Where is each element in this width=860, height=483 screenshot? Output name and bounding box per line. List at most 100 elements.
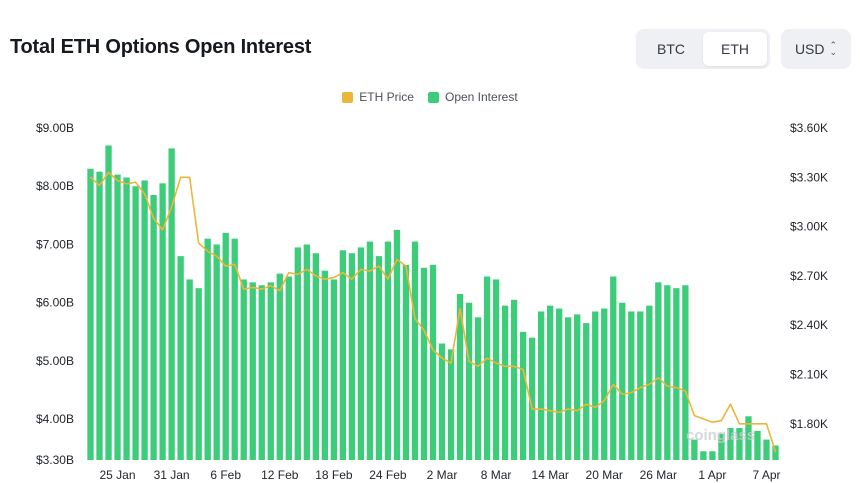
open-interest-bar [682,285,689,460]
open-interest-bar [763,439,770,460]
currency-label: USD [794,41,825,57]
right-axis-tick-label: $2.40K [790,318,828,332]
right-axis-tick-label: $3.00K [790,220,828,234]
open-interest-bar [772,445,779,460]
x-axis-tick-label: 25 Jan [99,468,135,482]
eth-price-line [89,171,777,453]
right-axis: $1.80K $2.10K $2.40K $2.70K $3.00K $3.30K $3.6… [790,121,828,431]
open-interest-bar [249,282,256,460]
open-interest-bar [646,305,653,460]
open-interest-bar [141,180,148,461]
watermark: coinglass [686,427,755,444]
open-interest-bar [483,276,491,460]
open-interest-bar [384,241,392,460]
open-interest-bar [601,308,608,460]
open-interest-bar [700,451,707,460]
btc-option-button[interactable]: BTC [657,41,685,57]
open-interest-bars [87,145,779,461]
open-interest-bar [664,285,671,460]
open-interest-bar [411,241,419,460]
asset-toggle: BTC ETH [636,29,770,69]
open-interest-bar [501,305,509,460]
right-axis-tick-label: $1.80K [790,417,828,431]
open-interest-bar [727,427,734,460]
open-interest-bar [114,174,121,460]
left-axis-tick-label: $3.30B [36,453,74,467]
left-axis-tick-label: $8.00B [36,179,74,193]
open-interest-bar [465,302,473,460]
x-axis-tick-label: 8 Mar [481,468,512,482]
open-interest-bar [538,311,545,460]
right-axis-tick-label: $2.70K [790,269,828,283]
open-interest-bar [393,229,401,460]
open-interest-bar [574,314,581,460]
open-interest-bar [519,331,527,460]
open-interest-bar [673,288,680,460]
open-interest-bar [357,247,365,460]
open-interest-bar [429,264,437,460]
x-axis-tick-label: 14 Mar [532,468,569,482]
chart-title: Total ETH Options Open Interest [10,36,312,58]
currency-select[interactable]: USD ⌃ ⌄ [781,29,851,69]
open-interest-bar [177,256,184,460]
x-axis-tick-label: 26 Mar [640,468,677,482]
open-interest-bar [583,323,590,460]
open-interest-bar [339,250,347,460]
x-axis-tick-label: 24 Feb [369,468,407,482]
left-axis-tick-label: $6.00B [36,296,74,310]
open-interest-bar [547,305,554,460]
legend-label-eth-price: ETH Price [359,90,414,104]
x-axis-tick-label: 7 Apr [752,468,780,482]
open-interest-bar [420,267,428,460]
open-interest-bar [709,451,716,460]
open-interest-bar [132,186,139,460]
chevron-updown-icon: ⌃ ⌄ [829,40,838,57]
open-interest-bar [240,279,247,460]
open-interest-bar [510,299,518,460]
left-axis: $3.30B $4.00B $5.00B $6.00B $7.00B $8.00B $9.0… [36,121,74,467]
open-interest-bar [592,311,599,460]
open-interest-bar [231,238,238,460]
open-interest-bar [168,148,175,460]
open-interest-bar [321,270,328,460]
open-interest-bar [159,183,166,460]
legend-item-eth-price[interactable]: ETH Price [342,90,414,104]
open-interest-bar [492,279,500,460]
eth-option-button[interactable]: ETH [703,32,767,66]
open-interest-bar [105,145,112,460]
left-axis-tick-label: $4.00B [36,412,74,426]
left-axis-tick-label: $7.00B [36,238,74,252]
x-axis-tick-label: 1 Apr [698,468,726,482]
right-axis-tick-label: $3.60K [790,121,828,135]
open-interest-bar [745,416,752,460]
legend-item-open-interest[interactable]: Open Interest [427,90,518,104]
open-interest-bar [267,282,274,460]
open-interest-bar [276,273,283,460]
open-interest-bar [96,171,103,460]
open-interest-bar [619,302,626,460]
open-interest-bar [258,285,265,460]
open-interest-bar [195,288,202,460]
open-interest-bar [348,253,356,460]
open-interest-bar [402,264,410,460]
open-interest-bar [285,276,292,460]
open-interest-bar [556,308,563,460]
open-interest-bar [691,439,698,460]
open-interest-bar [565,317,572,460]
left-axis-tick-label: $9.00B [36,121,74,135]
open-interest-bar [438,343,446,460]
chart-legend: ETH Price Open Interest [0,90,860,104]
open-interest-bar [637,311,644,460]
open-interest-bar [610,276,617,460]
open-interest-bar [312,253,319,460]
x-axis-tick-label: 20 Mar [586,468,623,482]
open-interest-bar [754,430,761,460]
open-interest-bar [87,168,94,460]
open-interest-bar [186,279,193,460]
open-interest-bar [204,238,211,460]
open-interest-bar [330,279,338,460]
open-interest-bar [628,311,635,460]
open-interest-bar [447,349,455,460]
left-axis-tick-label: $5.00B [36,354,74,368]
